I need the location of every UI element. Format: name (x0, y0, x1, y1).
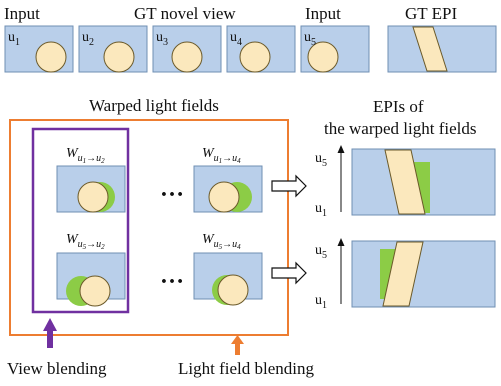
epi-band (412, 26, 448, 72)
warp-label-u5-u2: Wu5→u2 (66, 232, 105, 251)
epi-band (382, 241, 424, 307)
view-label: u1 (8, 30, 20, 48)
epi-panel-top (351, 148, 496, 216)
view-label: u5 (304, 30, 316, 48)
view-panel-u5: u5 (300, 25, 370, 73)
lf-blending-arrow-shaft (235, 343, 240, 355)
hollow-arrow-bottom (271, 261, 307, 285)
view-blending-label: View blending (7, 359, 107, 378)
u1-axis-label-bottom: u1 (315, 293, 327, 311)
disk-object (103, 41, 135, 73)
disk-object (77, 181, 109, 213)
view-label: u3 (156, 30, 168, 48)
gt-epi-label: GT EPI (405, 4, 457, 23)
view-panel-u1: u1 (4, 25, 74, 73)
ellipsis-top: … (160, 176, 184, 202)
warped-panel-u1-u4 (193, 165, 263, 213)
lf-blending-label: Light field blending (178, 359, 314, 378)
warp-label-u1-u4: Wu1→u4 (202, 146, 241, 165)
ellipsis-bottom: … (160, 263, 184, 289)
epi-panel-bottom (351, 240, 496, 308)
disk-object (35, 41, 67, 73)
u-axis-arrowhead-top (337, 145, 345, 153)
disk-object (307, 41, 339, 73)
disk-object (79, 275, 111, 307)
light-field-blending-box (9, 119, 289, 336)
view-panel-u2: u2 (78, 25, 148, 73)
input-left-label: Input (4, 4, 40, 23)
warped-panel-u5-u2 (56, 252, 126, 307)
disk-object (171, 41, 203, 73)
u1-axis-label-top: u1 (315, 201, 327, 219)
warped-panel-u1-u2 (56, 165, 126, 213)
epi-band (384, 149, 426, 215)
view-panel-u3: u3 (152, 25, 222, 73)
disk-object (217, 274, 249, 306)
view-blending-box (31, 127, 130, 314)
u-axis-arrowhead-bottom (337, 238, 345, 246)
u5-axis-label-top: u5 (315, 151, 327, 169)
lf-blending-arrow-head (231, 335, 244, 344)
gt-novel-view-label: GT novel view (134, 4, 236, 23)
disk-object (239, 41, 271, 73)
view-label: u2 (82, 30, 94, 48)
view-blending-arrow-head (43, 318, 57, 331)
epis-title-line2: the warped light fields (324, 119, 477, 138)
disk-object (208, 181, 240, 213)
u5-axis-label-bottom: u5 (315, 243, 327, 261)
warp-label-u1-u2: Wu1→u2 (66, 146, 105, 165)
epis-title-line1: EPIs of (373, 97, 424, 116)
view-label: u4 (230, 30, 242, 48)
warp-label-u5-u4: Wu5→u4 (202, 232, 241, 251)
view-panel-u4: u4 (226, 25, 296, 73)
warped-light-fields-title: Warped light fields (89, 96, 219, 115)
hollow-arrow-top (271, 174, 307, 198)
gt-epi-panel (387, 25, 497, 73)
view-blending-arrow-shaft (47, 330, 53, 348)
input-right-label: Input (305, 4, 341, 23)
warped-panel-u5-u4 (193, 252, 263, 306)
